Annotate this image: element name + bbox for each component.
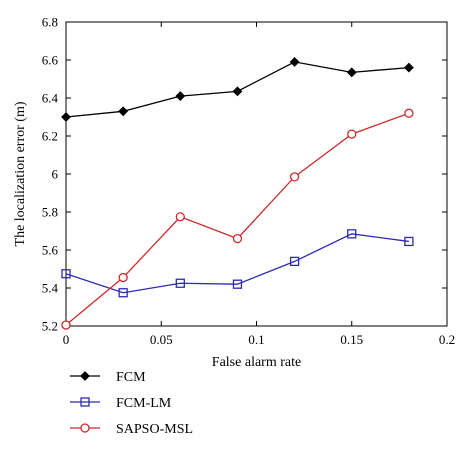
data-point-sapso-msl: [347, 129, 357, 139]
legend-marker-sapso-msl: [80, 423, 90, 433]
series-fcm-lm: [61, 229, 414, 298]
y-tick-label: 5.8: [42, 205, 58, 220]
x-tick-label: 0.05: [150, 332, 173, 347]
series-line-sapso-msl: [65, 112, 410, 326]
data-point-fcm: [289, 56, 300, 67]
x-tick-label: 0.2: [439, 332, 455, 347]
y-tick-label: 5.4: [42, 281, 59, 296]
data-point-fcm: [403, 62, 414, 73]
data-point-fcm: [346, 67, 357, 78]
data-point-sapso-msl: [118, 272, 128, 283]
data-point-sapso-msl: [175, 212, 185, 222]
series-fcm: [61, 56, 414, 122]
series-line-fcm-lm: [65, 233, 409, 294]
legend-item-fcm-lm: FCM-LM: [70, 396, 172, 411]
legend-label-sapso-msl: SAPSO-MSL: [116, 422, 193, 437]
x-tick-label: 0: [63, 332, 70, 347]
data-point-fcm-lm: [118, 288, 128, 298]
legend-item-fcm: FCM: [70, 370, 146, 385]
data-point-fcm-lm: [175, 278, 185, 288]
data-point-fcm-lm: [404, 236, 414, 247]
legend-item-sapso-msl: SAPSO-MSL: [70, 422, 193, 437]
legend: FCM FCM-LM SAPSO-MSL: [70, 370, 193, 437]
data-point-fcm-lm: [61, 269, 71, 279]
legend-marker-fcm-lm: [80, 397, 90, 407]
data-point-sapso-msl: [232, 233, 243, 244]
y-tick-label: 5.6: [42, 243, 59, 258]
y-tick-label: 6.2: [42, 129, 58, 144]
x-tick-label: 0.15: [340, 332, 363, 347]
y-tick-label: 5.2: [42, 319, 58, 334]
data-point-sapso-msl: [289, 172, 300, 182]
data-point-sapso-msl: [404, 108, 414, 118]
data-point-fcm: [232, 86, 243, 97]
data-point-fcm-lm: [232, 279, 243, 289]
x-axis-label: False alarm rate: [212, 355, 301, 370]
y-axis-label: The localization error (m): [13, 101, 28, 246]
data-point-fcm: [118, 106, 129, 117]
x-tick-label: 0.1: [248, 332, 264, 347]
data-point-fcm-lm: [289, 256, 300, 267]
legend-label-fcm: FCM: [116, 370, 146, 385]
data-point-fcm: [175, 91, 186, 102]
legend-label-fcm-lm: FCM-LM: [116, 396, 172, 411]
y-tick-label: 6.4: [42, 91, 59, 106]
legend-marker-fcm: [80, 371, 90, 381]
y-tick-label: 6.6: [42, 53, 59, 68]
data-point-sapso-msl: [61, 320, 71, 330]
y-tick-label: 6.8: [42, 15, 58, 30]
data-point-fcm: [61, 112, 71, 122]
data-point-fcm-lm: [347, 229, 357, 239]
y-tick-label: 6: [52, 167, 59, 182]
series-sapso-msl: [61, 108, 414, 330]
